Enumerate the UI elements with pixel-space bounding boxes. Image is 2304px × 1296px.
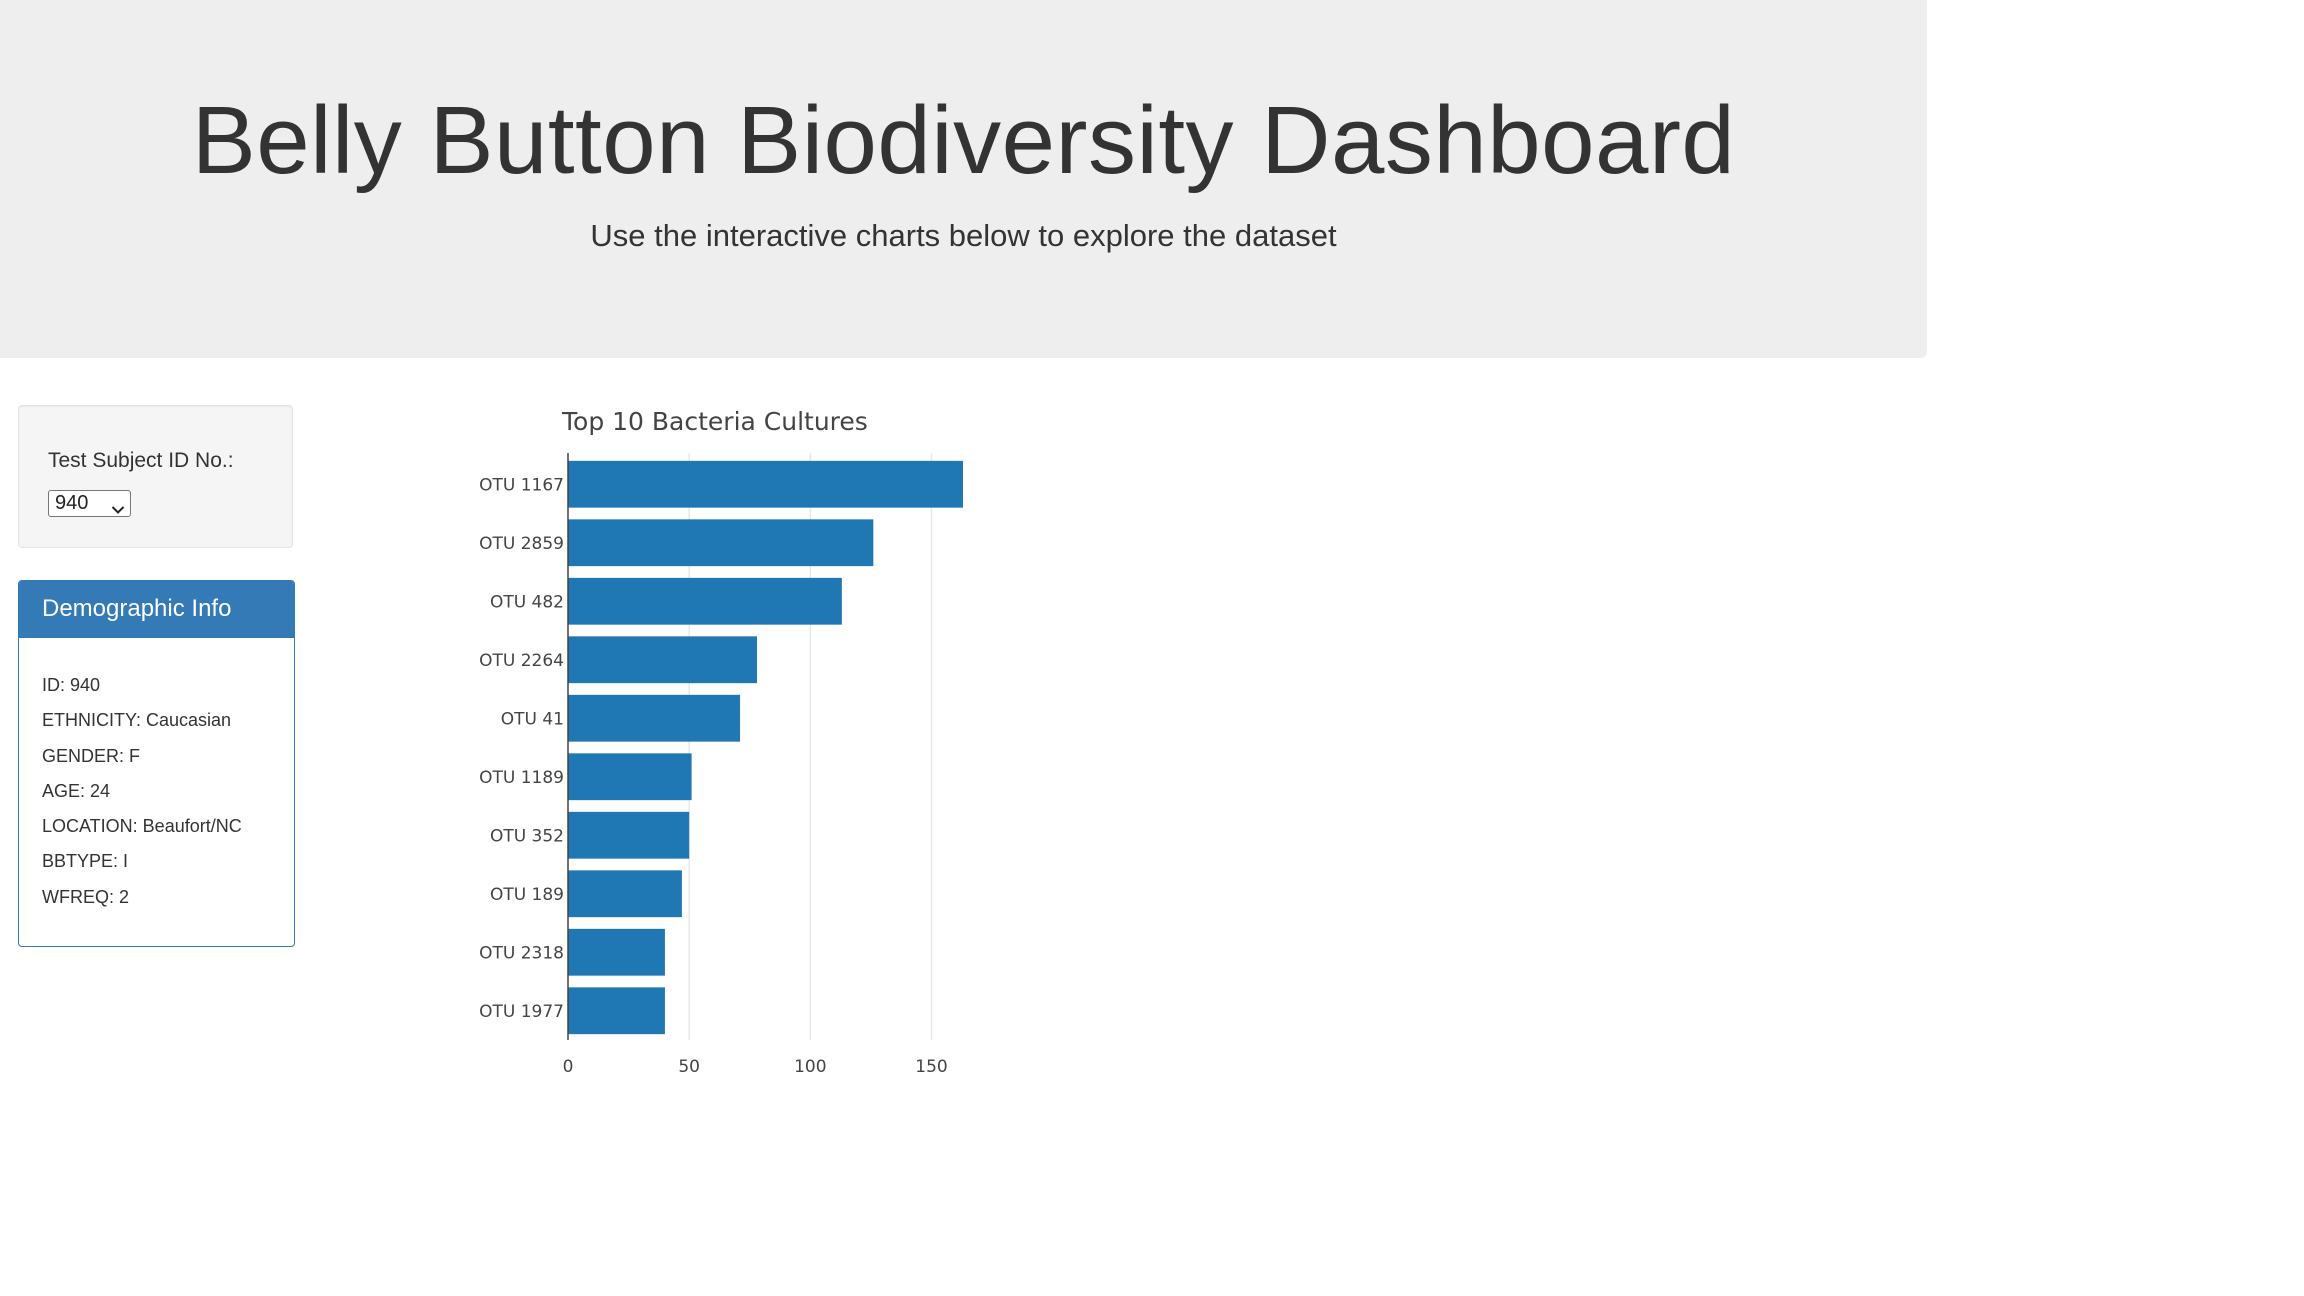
demographic-row: GENDER: F — [42, 745, 141, 766]
demographic-row: ETHNICITY: Caucasian — [42, 710, 232, 731]
y-tick-label: OTU 482 — [490, 592, 564, 612]
demographic-row: BBTYPE: I — [42, 851, 129, 872]
bar — [568, 577, 842, 625]
y-tick-label: OTU 2859 — [479, 534, 564, 554]
y-tick-label: OTU 2264 — [479, 651, 564, 671]
demographic-info-body: ID: 940 ETHNICITY: Caucasian GENDER: F AGE:… — [42, 675, 242, 922]
bar-chart: Top 10 Bacteria Cultures OTU 1167 OTU 2859… — [430, 380, 1050, 1080]
bar — [568, 987, 665, 1035]
subject-id-select-value: 940 — [55, 492, 89, 514]
page-subtitle: Use the interactive charts below to expl… — [590, 218, 1337, 253]
y-tick-label: OTU 2318 — [479, 943, 564, 963]
demographic-row: AGE: 24 — [42, 780, 111, 801]
demographic-row: ID: 940 — [42, 675, 101, 695]
bar — [568, 928, 665, 976]
header-jumbotron: Belly Button Biodiversity Dashboard Use … — [0, 0, 1927, 358]
page-title: Belly Button Biodiversity Dashboard — [191, 87, 1736, 194]
demographic-row: LOCATION: Beaufort/NC — [42, 816, 242, 837]
demographic-row: WFREQ: 2 — [42, 886, 130, 907]
subject-id-label: Test Subject ID No.: — [48, 449, 234, 472]
y-tick-label: OTU 41 — [501, 709, 564, 729]
demographic-info-panel: Demographic Info ID: 940 ETHNICITY: Cauca… — [18, 580, 295, 947]
x-tick-label: 50 — [678, 1057, 700, 1077]
y-tick-label: OTU 1977 — [479, 1002, 564, 1022]
y-tick-label: OTU 1167 — [479, 475, 564, 495]
x-tick-label: 100 — [794, 1057, 826, 1077]
bar — [568, 753, 692, 801]
bar — [568, 519, 874, 567]
x-tick-label: 150 — [915, 1057, 947, 1077]
y-tick-label: OTU 189 — [490, 885, 564, 905]
subject-id-select[interactable]: 940 — [48, 490, 131, 517]
y-tick-label: OTU 1189 — [479, 768, 564, 788]
bar — [568, 636, 758, 684]
bar — [568, 460, 963, 508]
x-tick-label: 0 — [563, 1057, 574, 1077]
bar — [568, 870, 682, 918]
chevron-down-icon — [111, 498, 125, 521]
chart-title: Top 10 Bacteria Cultures — [561, 407, 868, 436]
subject-selector-panel: Test Subject ID No.: 940 — [18, 405, 293, 548]
y-tick-label: OTU 352 — [490, 826, 564, 846]
demographic-info-heading: Demographic Info — [19, 581, 294, 638]
bar — [568, 811, 690, 859]
bar-chart-svg: Top 10 Bacteria Cultures OTU 1167 OTU 2859… — [479, 407, 963, 1077]
bar — [568, 694, 741, 742]
